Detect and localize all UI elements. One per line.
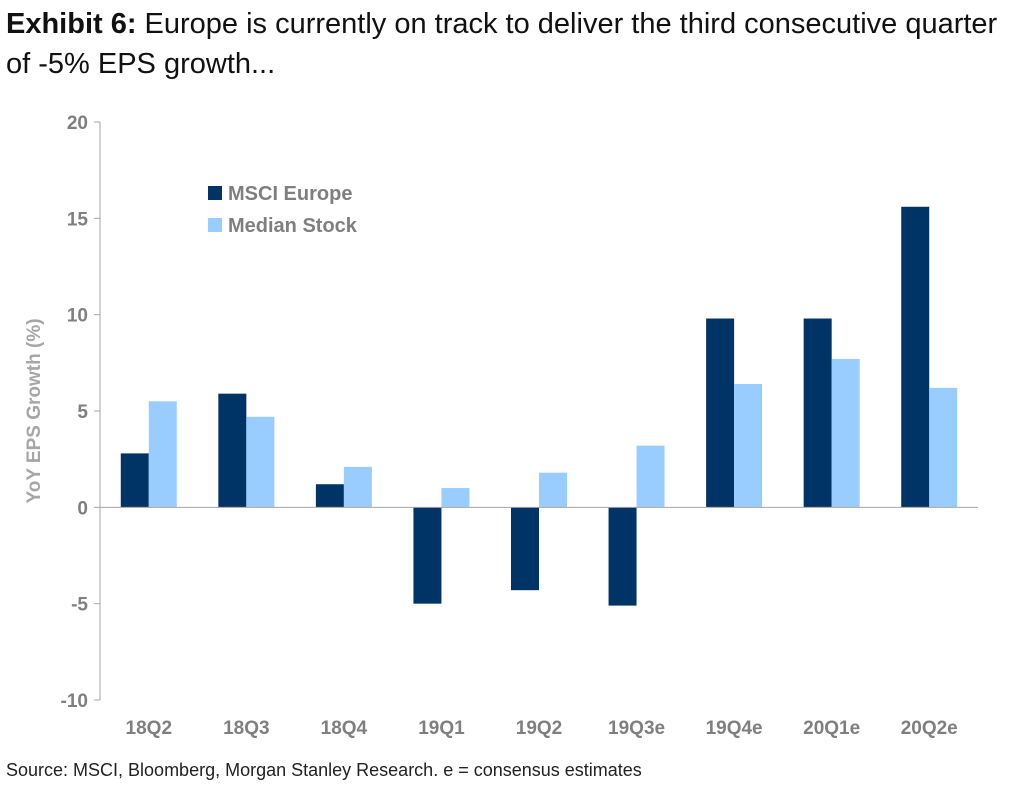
bar-median-stock-19Q3e <box>636 445 665 508</box>
bar-median-stock-19Q2 <box>539 472 567 508</box>
bar-median-stock-18Q4 <box>343 466 372 508</box>
bar-median-stock-18Q2 <box>148 401 177 508</box>
bar-median-stock-19Q1 <box>441 488 470 508</box>
legend-label: MSCI Europe <box>228 183 352 205</box>
bar-median-stock-19Q4e <box>734 384 763 508</box>
bar-median-stock-18Q3 <box>246 416 275 508</box>
x-tick-label: 19Q4e <box>706 718 763 739</box>
title-text: Europe is currently on track to deliver … <box>6 8 998 80</box>
y-tick-label: -5 <box>71 595 88 616</box>
legend-swatch <box>208 186 222 200</box>
bar-msci-europe-19Q1 <box>413 507 442 604</box>
y-axis-label: YoY EPS Growth (%) <box>24 318 45 503</box>
bar-msci-europe-18Q2 <box>120 453 149 508</box>
y-tick-label: 20 <box>67 113 88 134</box>
bar-msci-europe-20Q1e <box>803 318 832 508</box>
y-tick-label: 15 <box>67 209 89 230</box>
x-tick-label: 20Q1e <box>803 718 860 739</box>
bar-msci-europe-19Q3e <box>608 507 637 606</box>
x-tick-label: 19Q1 <box>418 718 465 739</box>
y-tick-label: 0 <box>77 498 88 519</box>
bar-msci-europe-18Q4 <box>315 484 344 508</box>
bars <box>120 206 958 606</box>
bar-msci-europe-20Q2e <box>901 206 930 508</box>
x-tick-label: 18Q4 <box>321 718 368 739</box>
y-tick-label: 10 <box>67 306 88 327</box>
y-tick-label: -10 <box>61 691 88 712</box>
chart-title: Exhibit 6: Europe is currently on track t… <box>6 4 1018 84</box>
x-tick-label: 18Q2 <box>126 718 172 739</box>
bar-median-stock-20Q1e <box>831 358 860 508</box>
x-tick-label: 20Q2e <box>901 718 958 739</box>
y-axis-ticks: -10 -5 0 5 10 15 20 <box>61 113 100 712</box>
legend-swatch <box>208 218 222 232</box>
x-tick-label: 19Q2 <box>516 718 562 739</box>
legend: MSCI Europe Median Stock <box>208 183 358 237</box>
exhibit-label: Exhibit 6: <box>6 8 137 40</box>
bar-median-stock-20Q2e <box>929 387 958 508</box>
y-tick-label: 5 <box>77 402 88 423</box>
bar-msci-europe-19Q4e <box>706 318 735 508</box>
source-note: Source: MSCI, Bloomberg, Morgan Stanley … <box>6 760 642 780</box>
x-tick-label: 19Q3e <box>608 718 665 739</box>
x-axis-labels: 18Q2 18Q3 18Q4 19Q1 19Q2 19Q3e 19Q4e 20Q1e 20Q2e <box>126 718 958 739</box>
bar-msci-europe-19Q2 <box>511 507 539 591</box>
x-tick-label: 18Q3 <box>223 718 269 739</box>
legend-label: Median Stock <box>228 215 358 237</box>
bar-msci-europe-18Q3 <box>218 393 247 508</box>
